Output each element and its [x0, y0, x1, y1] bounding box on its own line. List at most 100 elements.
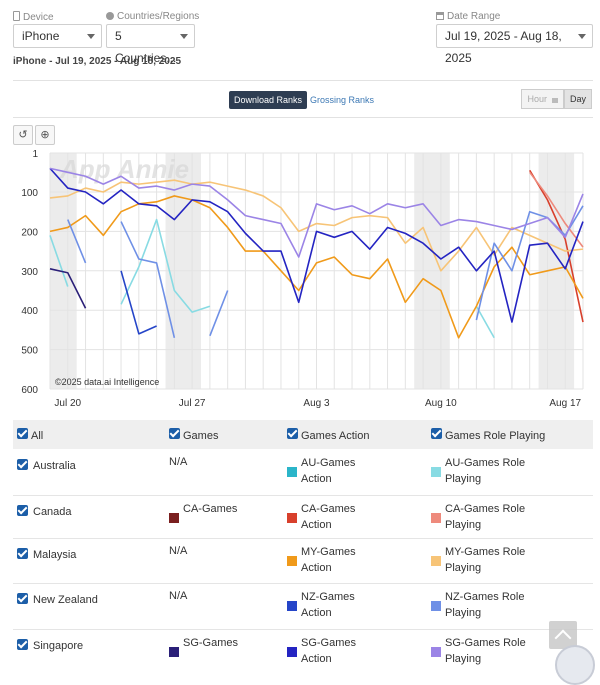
hour-button[interactable]: Hour — [521, 89, 564, 109]
color-swatch — [287, 467, 297, 477]
color-swatch — [431, 601, 441, 611]
tab-download-ranks[interactable]: Download Ranks — [229, 91, 308, 109]
series-line — [120, 270, 157, 335]
legend-item-games[interactable]: CA-Games — [183, 503, 238, 515]
legend-header-rp: Games Role Playing — [445, 430, 546, 442]
y-tick-label: 200 — [21, 227, 38, 238]
countries-select[interactable]: 5 Countries... — [106, 24, 195, 65]
y-tick-label: 100 — [21, 188, 38, 199]
color-swatch — [431, 467, 441, 477]
legend-header-action: Games Action — [301, 430, 370, 442]
country-checkbox[interactable] — [17, 548, 28, 559]
y-tick-label: 300 — [21, 267, 38, 278]
y-tick-label: 600 — [21, 385, 38, 396]
legend-row: Malaysia N/A MY-Games Action MY-Games Role … — [13, 538, 593, 584]
series-line — [49, 167, 584, 323]
device-label: Device — [13, 11, 54, 23]
legend-item-action[interactable]: CA-Games Action — [301, 503, 356, 531]
y-tick-label: 400 — [21, 306, 38, 317]
color-swatch — [287, 513, 297, 523]
divider — [13, 117, 593, 118]
legend-item-games: N/A — [169, 456, 188, 468]
country-checkbox[interactable] — [17, 593, 28, 604]
zoom-button[interactable]: ⊕ — [35, 125, 55, 145]
country-checkbox[interactable] — [17, 639, 28, 650]
legend-item-rp[interactable]: SG-Games Role Playing — [445, 637, 526, 665]
y-tick-label: 1 — [32, 149, 38, 160]
undo-icon: ↺ — [18, 129, 28, 141]
countries-label: Countries/Regions — [106, 11, 199, 22]
country-name: Malaysia — [33, 549, 77, 561]
legend-item-rp[interactable]: CA-Games Role Playing — [445, 503, 526, 531]
color-swatch — [287, 647, 297, 657]
phone-icon — [13, 11, 20, 21]
games-checkbox[interactable] — [169, 428, 180, 439]
legend-header-games: Games — [183, 430, 219, 442]
legend-item-action[interactable]: AU-Games Action — [301, 457, 356, 485]
legend-item-action[interactable]: MY-Games Action — [301, 546, 356, 574]
legend-item-rp[interactable]: NZ-Games Role Playing — [445, 591, 525, 619]
x-tick-label: Jul 20 — [54, 398, 81, 409]
series-line — [49, 268, 87, 309]
series-line — [209, 290, 229, 337]
date-range-value: Jul 19, 2025 - Aug 18, 2025 — [445, 29, 562, 65]
device-select-value: iPhone — [22, 29, 60, 43]
y-tick-label: 500 — [21, 346, 38, 357]
row-divider — [13, 583, 593, 584]
device-select[interactable]: iPhone — [13, 24, 102, 48]
country-checkbox[interactable] — [17, 459, 28, 470]
color-swatch — [431, 556, 441, 566]
series-line — [67, 219, 87, 264]
color-swatch — [287, 556, 297, 566]
row-divider — [13, 495, 593, 496]
color-swatch — [431, 647, 441, 657]
series-line — [475, 305, 495, 339]
all-checkbox[interactable] — [17, 428, 28, 439]
country-name: Singapore — [33, 640, 84, 652]
row-divider — [13, 538, 593, 539]
scroll-to-top-button[interactable] — [549, 621, 577, 649]
legend-header: All Games Games Action Games Role Playin… — [13, 420, 593, 449]
legend-item-games: N/A — [169, 545, 188, 557]
day-button[interactable]: Day — [564, 89, 592, 109]
date-range-select[interactable]: Jul 19, 2025 - Aug 18, 2025 — [436, 24, 593, 65]
chart-credit: ©2025 data.ai Intelligence — [55, 377, 159, 387]
tab-grossing-ranks[interactable]: Grossing Ranks — [310, 95, 375, 105]
color-swatch — [287, 601, 297, 611]
legend-row: New Zealand N/A NZ-Games Action NZ-Games Ro… — [13, 583, 593, 629]
divider — [13, 80, 593, 81]
chart-subtitle: iPhone - Jul 19, 2025 - Aug 18, 2025 — [13, 56, 182, 67]
calendar-icon — [436, 12, 444, 20]
country-name: Canada — [33, 506, 72, 518]
x-tick-label: Jul 27 — [179, 398, 206, 409]
games-rp-checkbox[interactable] — [431, 428, 442, 439]
country-checkbox[interactable] — [17, 505, 28, 516]
legend-item-action[interactable]: SG-Games Action — [301, 637, 357, 665]
legend-row: Australia N/A AU-Games Action AU-Games Role… — [13, 449, 593, 495]
legend-item-games[interactable]: SG-Games — [183, 637, 239, 649]
series-line — [120, 221, 176, 338]
legend-item-rp[interactable]: AU-Games Role Playing — [445, 457, 526, 485]
watermark: App Annie — [59, 154, 189, 184]
globe-icon — [106, 12, 114, 20]
series-line — [529, 171, 584, 248]
color-swatch — [169, 647, 179, 657]
series-line — [120, 218, 211, 313]
legend-item-rp[interactable]: MY-Games Role Playing — [445, 546, 526, 574]
zoom-in-icon: ⊕ — [40, 129, 50, 141]
rank-chart: App Annie 1 100 200 300 400 500 600 Jul 20 Jul … — [21, 149, 584, 409]
assistant-mascot-icon[interactable] — [555, 645, 595, 685]
country-name: New Zealand — [33, 594, 98, 606]
hour-button-label: Hour — [527, 94, 547, 104]
legend-item-games: N/A — [169, 590, 188, 602]
legend-row: Canada CA-Games CA-Games Action CA-Games Ro… — [13, 495, 593, 541]
chevron-down-icon — [87, 34, 95, 39]
chevron-down-icon — [578, 34, 586, 39]
reset-zoom-button[interactable]: ↺ — [13, 125, 33, 145]
x-tick-label: Aug 17 — [549, 398, 581, 409]
legend-row: Singapore SG-Games SG-Games Action SG-Games… — [13, 629, 593, 675]
series-line — [49, 167, 584, 258]
games-action-checkbox[interactable] — [287, 428, 298, 439]
country-name: Australia — [33, 460, 76, 472]
legend-item-action[interactable]: NZ-Games Action — [301, 591, 355, 619]
